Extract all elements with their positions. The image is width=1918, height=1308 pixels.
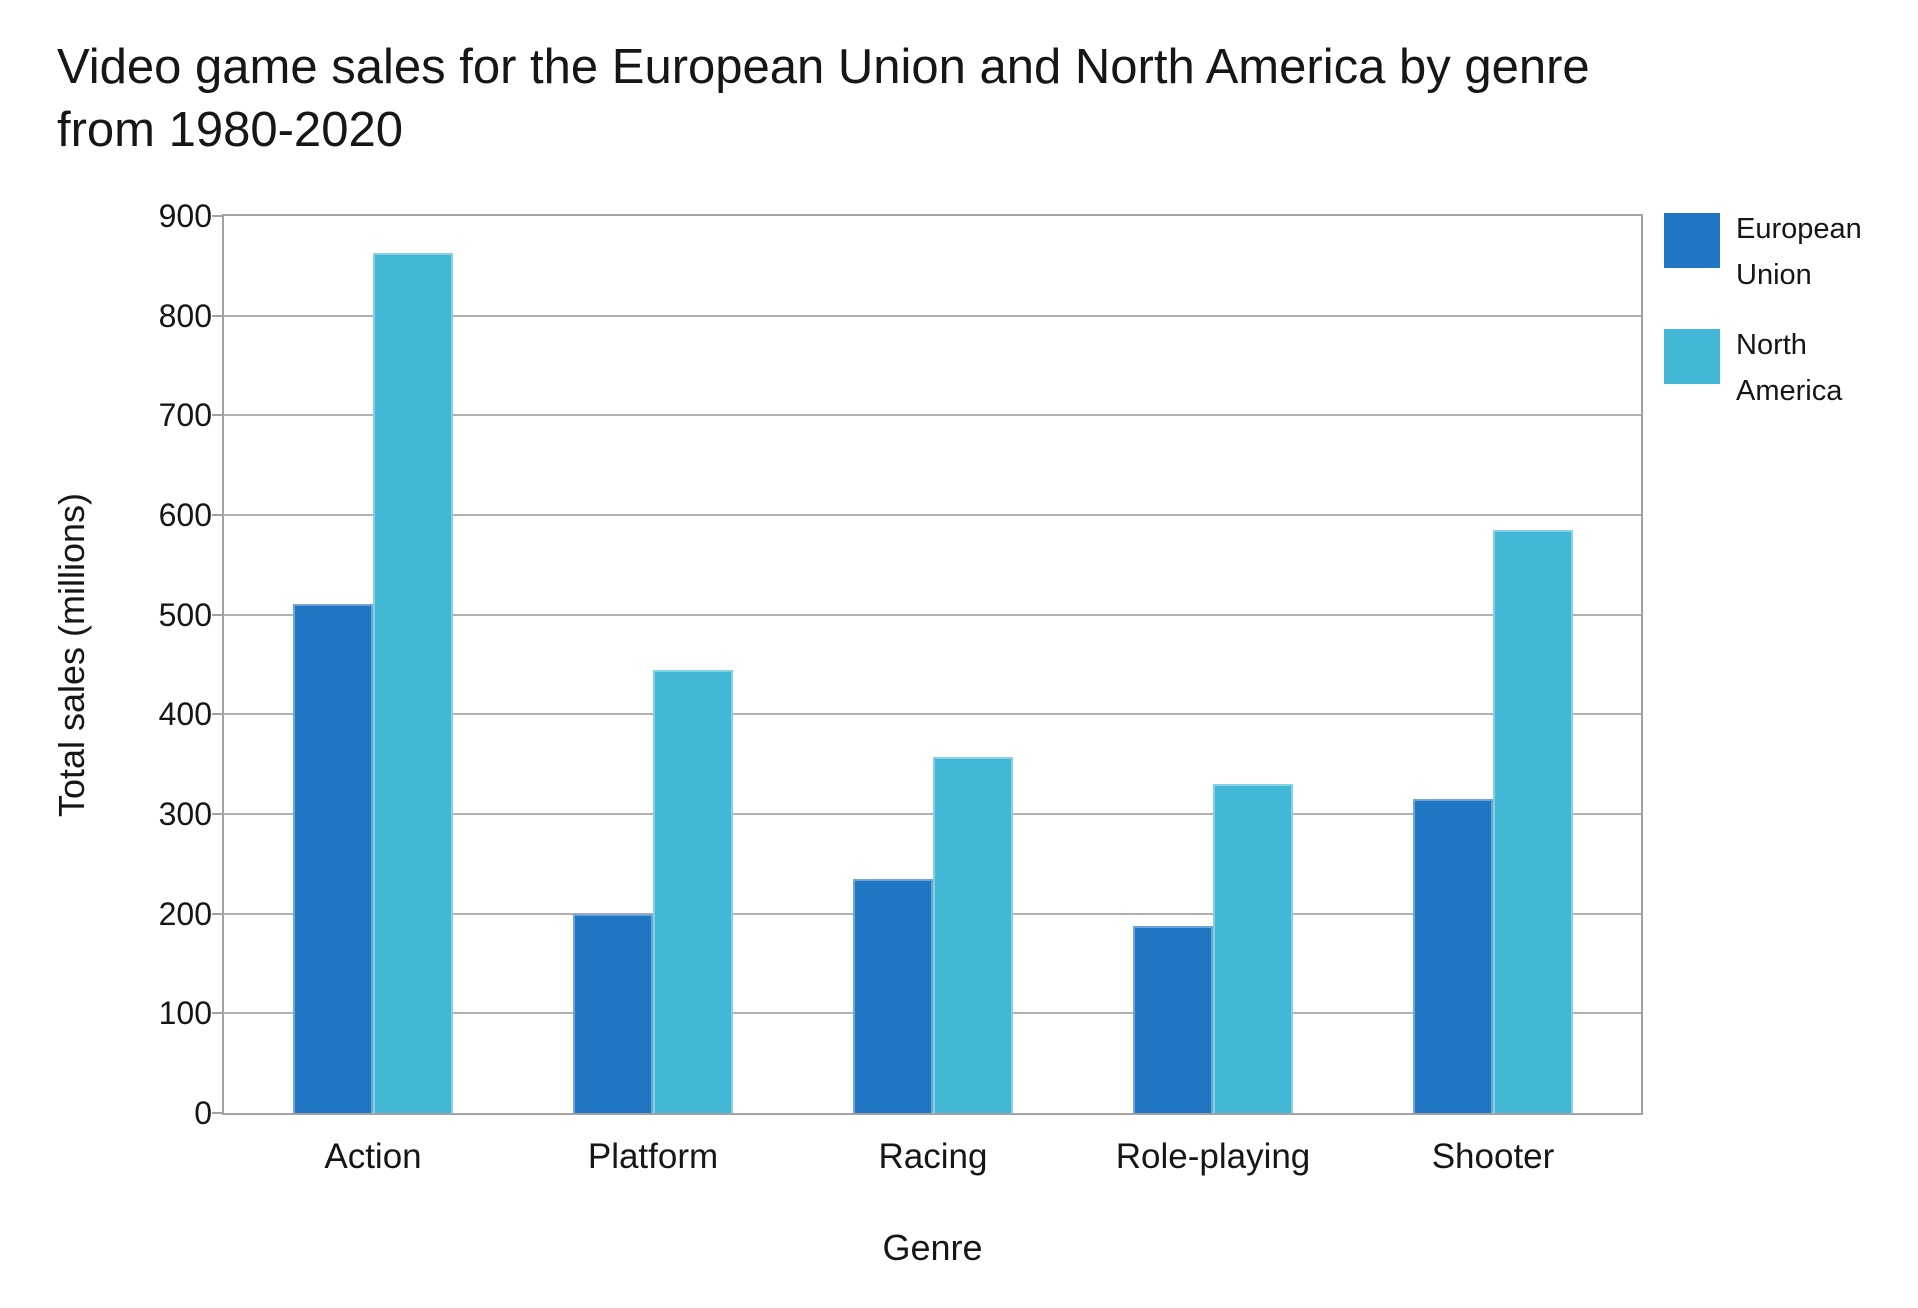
y-tick-label-600: 600 <box>158 497 212 533</box>
y-axis-tick-400 <box>212 713 222 716</box>
legend-item-european-union[interactable]: European Union <box>1664 206 1918 316</box>
y-axis-tick-700 <box>212 414 222 417</box>
legend-swatch-north-america[interactable] <box>1664 329 1720 384</box>
legend-label-line: Union <box>1736 259 1812 291</box>
x-axis-title: Genre <box>882 1227 983 1268</box>
legend-label-north-america: North America <box>1736 322 1842 414</box>
y-tick-label-400: 400 <box>158 696 212 733</box>
gridline-600 <box>224 514 1641 516</box>
gridline-300 <box>224 813 1641 815</box>
x-tick-label-racing: Racing <box>878 1137 988 1176</box>
gridline-400 <box>224 713 1641 716</box>
x-tick-label-action: Action <box>324 1137 422 1176</box>
gridline-500 <box>224 613 1641 616</box>
y-axis-tick-600 <box>212 514 222 516</box>
y-axis-tick-0 <box>212 1112 222 1114</box>
chart-title: Video game sales for the European Union … <box>57 36 1590 162</box>
legend-item-north-america[interactable]: North America <box>1664 322 1918 432</box>
gridline-700 <box>224 414 1641 417</box>
bar-european-union-role-playing[interactable] <box>1133 926 1213 1113</box>
legend-label-line: European <box>1736 213 1862 245</box>
chart-title-line1: Video game sales for the European Union … <box>57 40 1590 94</box>
bar-european-union-shooter[interactable] <box>1413 799 1493 1113</box>
y-tick-label-800: 800 <box>158 297 212 334</box>
legend-label-line: North <box>1736 329 1807 361</box>
x-tick-label-platform: Platform <box>587 1137 719 1176</box>
y-tick-label-300: 300 <box>158 796 212 832</box>
y-axis-tick-200 <box>212 912 222 915</box>
x-tick-label-role-playing: Role-playing <box>1115 1137 1311 1176</box>
y-tick-label-500: 500 <box>158 596 212 633</box>
y-tick-label-100: 100 <box>158 995 212 1032</box>
legend-label-european-union: European Union <box>1736 206 1862 298</box>
bar-european-union-platform[interactable] <box>573 914 653 1113</box>
y-axis-tick-300 <box>212 813 222 815</box>
bar-north-america-shooter[interactable] <box>1493 530 1573 1113</box>
y-tick-label-900: 900 <box>158 198 212 234</box>
legend-swatch-european-union[interactable] <box>1664 213 1720 268</box>
legend: European Union North America <box>1664 0 1918 1308</box>
y-tick-label-200: 200 <box>158 895 212 932</box>
y-axis-title: Total sales (millions) <box>51 492 92 818</box>
y-axis-tick-100 <box>212 1012 222 1015</box>
plot-area <box>222 214 1643 1115</box>
y-tick-label-0: 0 <box>194 1095 212 1131</box>
y-axis-tick-800 <box>212 314 222 317</box>
bar-north-america-role-playing[interactable] <box>1213 784 1293 1113</box>
bar-north-america-platform[interactable] <box>653 670 733 1113</box>
bar-north-america-action[interactable] <box>373 253 453 1113</box>
y-axis-tick-900 <box>212 215 222 217</box>
y-axis-tick-500 <box>212 613 222 616</box>
x-tick-label-shooter: Shooter <box>1431 1137 1555 1176</box>
legend-label-line: America <box>1736 375 1843 407</box>
bar-european-union-racing[interactable] <box>853 879 933 1113</box>
bar-north-america-racing[interactable] <box>933 757 1013 1113</box>
gridline-800 <box>224 314 1641 317</box>
y-tick-label-700: 700 <box>158 397 212 434</box>
bar-european-union-action[interactable] <box>293 604 373 1113</box>
chart-title-line2: from 1980-2020 <box>57 103 403 157</box>
